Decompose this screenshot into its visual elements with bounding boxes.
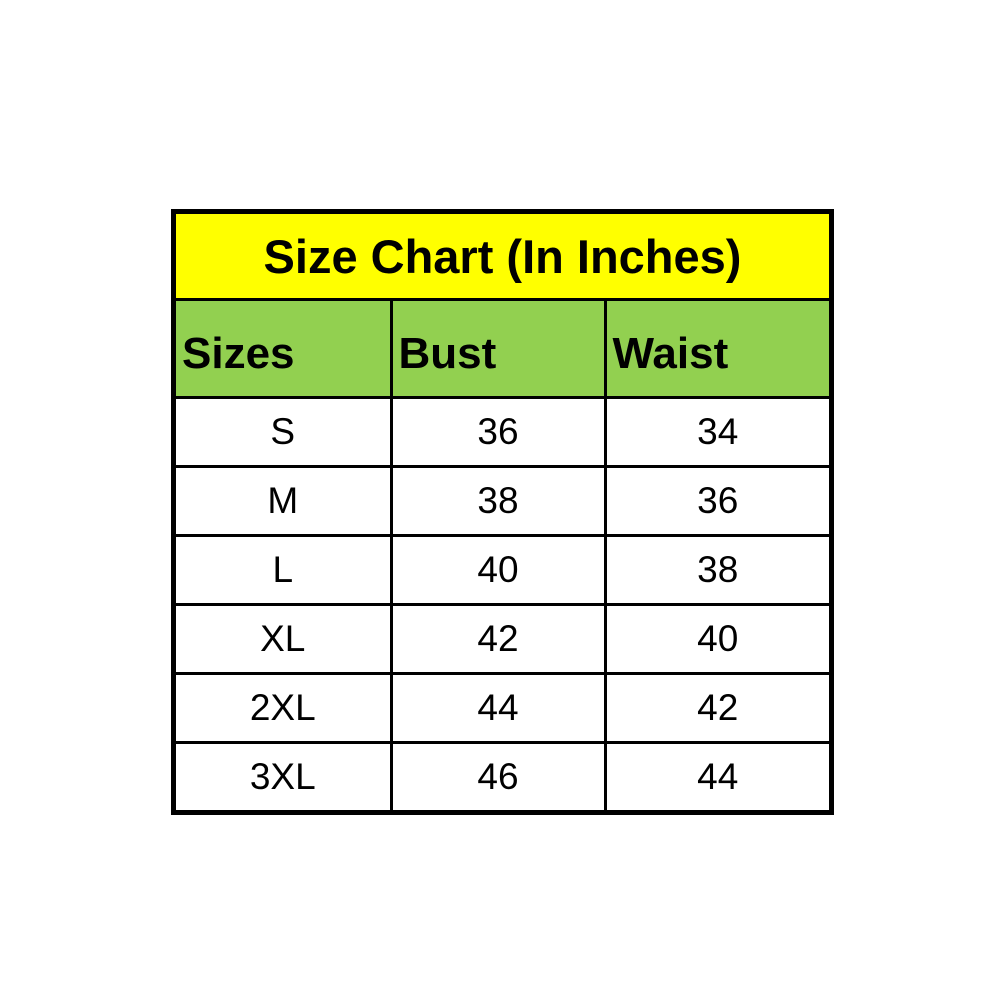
cell-bust: 40 — [389, 534, 607, 606]
cell-waist: 38 — [603, 534, 833, 606]
table-row: 3XL 46 44 — [172, 741, 833, 814]
cell-size: M — [172, 465, 393, 537]
cell-bust: 42 — [389, 603, 607, 675]
cell-size: XL — [172, 603, 393, 675]
cell-bust: 36 — [389, 396, 607, 468]
header-row: Sizes Bust Waist — [172, 298, 833, 399]
table-row: S 36 34 — [172, 396, 833, 468]
column-header-bust: Bust — [389, 298, 607, 399]
table-title: Size Chart (In Inches) — [172, 210, 833, 301]
cell-waist: 42 — [603, 672, 833, 744]
table-row: 2XL 44 42 — [172, 672, 833, 744]
cell-waist: 44 — [603, 741, 833, 814]
cell-bust: 46 — [389, 741, 607, 814]
table-row: XL 42 40 — [172, 603, 833, 675]
cell-size: 2XL — [172, 672, 393, 744]
column-header-sizes: Sizes — [172, 298, 393, 399]
size-chart-table: Size Chart (In Inches) Sizes Bust Waist … — [172, 210, 833, 814]
cell-waist: 34 — [603, 396, 833, 468]
cell-size: L — [172, 534, 393, 606]
cell-bust: 38 — [389, 465, 607, 537]
cell-waist: 40 — [603, 603, 833, 675]
cell-size: S — [172, 396, 393, 468]
cell-size: 3XL — [172, 741, 393, 814]
column-header-waist: Waist — [603, 298, 833, 399]
table-row: M 38 36 — [172, 465, 833, 537]
cell-waist: 36 — [603, 465, 833, 537]
table-row: L 40 38 — [172, 534, 833, 606]
title-row: Size Chart (In Inches) — [172, 210, 833, 301]
cell-bust: 44 — [389, 672, 607, 744]
